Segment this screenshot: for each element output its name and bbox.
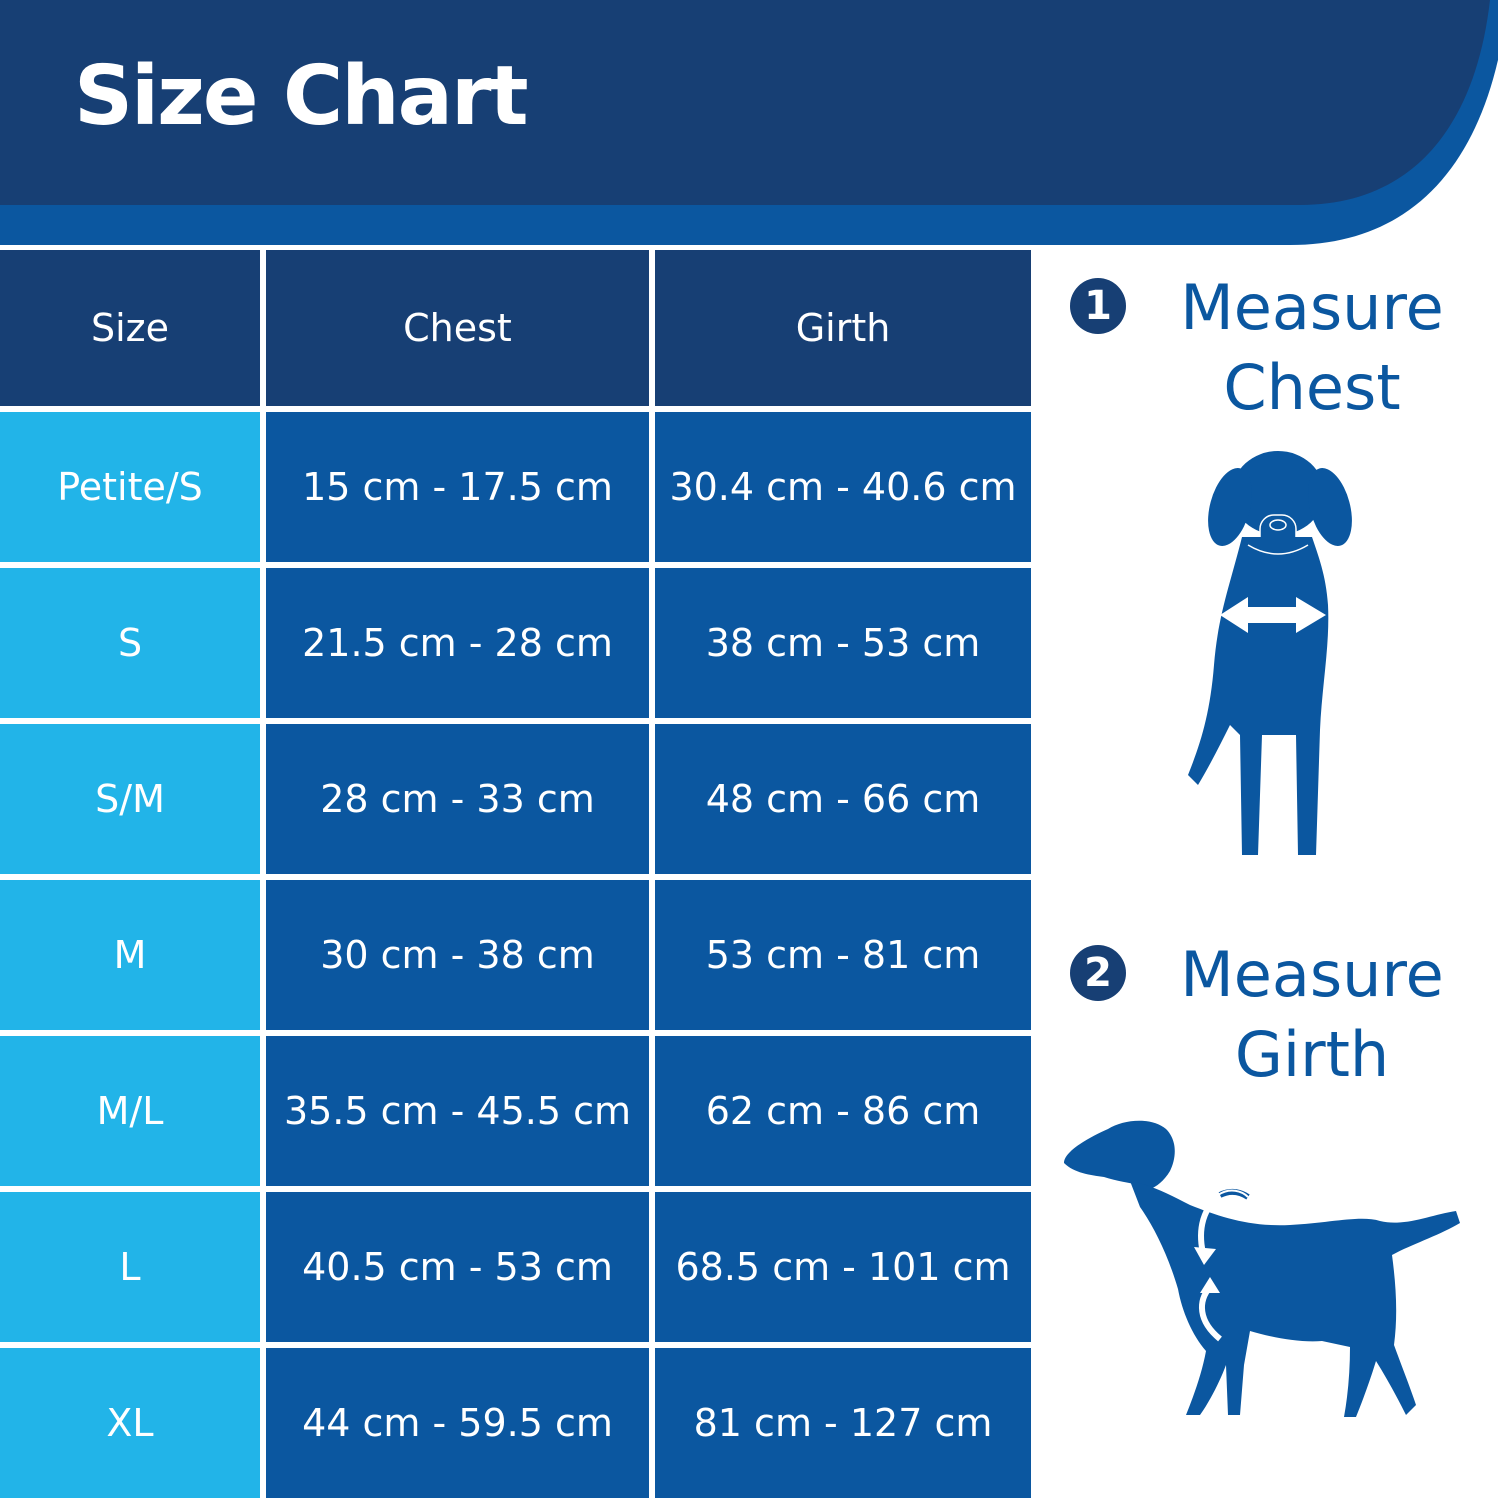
column-header-size: Size: [0, 250, 260, 406]
step-measure-chest: 1 Measure Chest: [1070, 268, 1462, 428]
step-label-line2: Girth: [1234, 1018, 1390, 1091]
chest-cell: 21.5 cm - 28 cm: [266, 568, 649, 718]
step-label: Measure Girth: [1162, 935, 1462, 1095]
header-banner: [0, 0, 1498, 245]
size-cell: M: [0, 880, 260, 1030]
size-cell: Petite/S: [0, 412, 260, 562]
step-label: Measure Chest: [1162, 268, 1462, 428]
girth-cell: 68.5 cm - 101 cm: [655, 1192, 1031, 1342]
girth-cell: 62 cm - 86 cm: [655, 1036, 1031, 1186]
size-cell: S: [0, 568, 260, 718]
size-cell: M/L: [0, 1036, 260, 1186]
column-header-chest: Chest: [266, 250, 649, 406]
size-table: Size Chest Girth Petite/S 15 cm - 17.5 c…: [0, 250, 1032, 1500]
girth-cell: 48 cm - 66 cm: [655, 724, 1031, 874]
girth-cell: 30.4 cm - 40.6 cm: [655, 412, 1031, 562]
size-cell: XL: [0, 1348, 260, 1498]
step-label-line2: Chest: [1223, 351, 1401, 424]
chest-cell: 15 cm - 17.5 cm: [266, 412, 649, 562]
column-header-girth: Girth: [655, 250, 1031, 406]
step-label-line1: Measure: [1180, 271, 1444, 344]
dog-front-chest-icon: [1188, 451, 1352, 855]
girth-cell: 38 cm - 53 cm: [655, 568, 1031, 718]
girth-cell: 53 cm - 81 cm: [655, 880, 1031, 1030]
page-title: Size Chart: [74, 49, 529, 144]
girth-cell: 81 cm - 127 cm: [655, 1348, 1031, 1498]
chest-cell: 44 cm - 59.5 cm: [266, 1348, 649, 1498]
dog-side-girth-icon: [1064, 1120, 1460, 1417]
size-cell: S/M: [0, 724, 260, 874]
step-measure-girth: 2 Measure Girth: [1070, 935, 1462, 1095]
size-cell: L: [0, 1192, 260, 1342]
chest-cell: 35.5 cm - 45.5 cm: [266, 1036, 649, 1186]
step-number-badge: 1: [1070, 278, 1126, 334]
chest-cell: 28 cm - 33 cm: [266, 724, 649, 874]
step-number-badge: 2: [1070, 945, 1126, 1001]
step-label-line1: Measure: [1180, 938, 1444, 1011]
chest-cell: 30 cm - 38 cm: [266, 880, 649, 1030]
chest-cell: 40.5 cm - 53 cm: [266, 1192, 649, 1342]
